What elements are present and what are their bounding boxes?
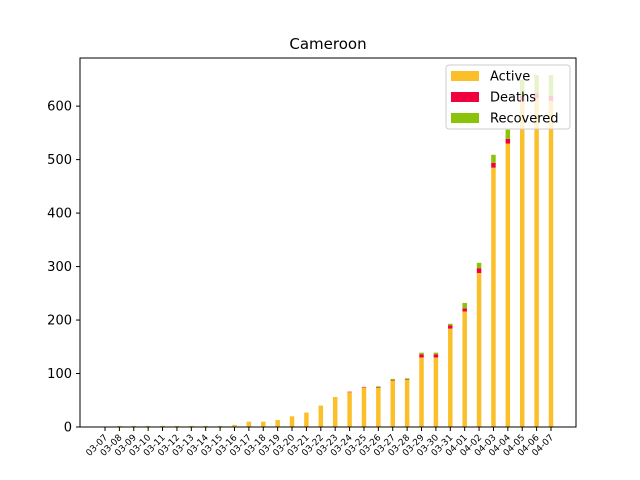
- y-axis: 0 100 200 300 400 500 600: [47, 100, 80, 436]
- y-tick-label-200: 200: [47, 314, 72, 329]
- bar-deaths-04-04: [505, 138, 511, 144]
- bar-deaths-04-02: [476, 268, 482, 273]
- bar-active-03-22: [318, 405, 324, 427]
- bar-active-03-16: [232, 424, 237, 427]
- bar-active-03-30: [433, 357, 439, 427]
- bar-active-04-02: [476, 272, 482, 427]
- bar-active-03-26: [376, 387, 381, 427]
- bar-active-03-11: [160, 425, 165, 427]
- plot-frame: [79, 57, 577, 428]
- legend-label-deaths: Deaths: [490, 91, 536, 106]
- bar-active-03-21: [304, 412, 309, 427]
- bar-active-03-09: [131, 425, 137, 427]
- bar-recovered-03-31: [448, 323, 453, 326]
- bar-active-03-23: [332, 397, 338, 427]
- y-tick-label-100: 100: [47, 367, 72, 382]
- bar-active-04-04: [505, 143, 511, 427]
- bar-recovered-03-28: [404, 378, 410, 380]
- bar-recovered-04-04: [505, 129, 511, 139]
- bar-recovered-04-01: [462, 302, 467, 309]
- bar-deaths-03-25: [361, 386, 367, 388]
- y-tick-label-300: 300: [47, 260, 72, 275]
- bar-deaths-03-30: [433, 354, 439, 358]
- bar-active-03-19: [275, 420, 280, 427]
- bar-active-03-29: [419, 357, 424, 427]
- bar-active-03-31: [448, 328, 453, 427]
- bar-active-03-27: [390, 380, 395, 427]
- legend-label-recovered: Recovered: [490, 112, 559, 127]
- legend-label-active: Active: [490, 70, 530, 85]
- chart-title: Cameroon: [289, 35, 366, 53]
- legend-swatch-active: [451, 71, 479, 81]
- bar-recovered-03-26: [376, 386, 381, 388]
- y-tick-label-600: 600: [47, 100, 72, 115]
- bar-active-04-05: [519, 100, 525, 427]
- bar-active-03-20: [289, 416, 295, 427]
- bar-active-03-14: [203, 425, 208, 427]
- bar-active-04-06: [534, 98, 539, 428]
- legend-swatch-deaths: [451, 92, 479, 102]
- bar-recovered-04-03: [491, 154, 496, 163]
- bar-active-03-12: [174, 425, 180, 427]
- bar-active-04-03: [491, 167, 496, 427]
- bar-deaths-03-29: [419, 354, 424, 358]
- y-tick-label-0: 0: [64, 421, 72, 436]
- bar-recovered-03-30: [433, 352, 439, 355]
- bar-deaths-03-24: [347, 391, 352, 393]
- legend: Active Deaths Recovered: [445, 64, 571, 130]
- bar-recovered-04-02: [476, 262, 482, 269]
- bar-active-03-08: [117, 425, 122, 427]
- bar-active-04-01: [462, 311, 467, 427]
- bar-deaths-03-31: [448, 325, 453, 329]
- bar-active-04-07: [548, 100, 554, 427]
- bar-active-03-18: [261, 421, 266, 427]
- bar-active-03-28: [404, 379, 410, 427]
- bar-deaths-03-28: [404, 379, 410, 380]
- bar-active-03-10: [145, 425, 151, 427]
- y-tick-label-400: 400: [47, 207, 72, 222]
- bar-active-03-15: [217, 425, 223, 427]
- bar-active-03-25: [361, 387, 367, 427]
- bar-recovered-03-29: [419, 352, 424, 355]
- bar-deaths-04-01: [462, 308, 467, 312]
- bar-deaths-03-27: [390, 379, 395, 381]
- bar-active-03-13: [189, 425, 194, 427]
- bar-active-03-17: [246, 421, 252, 427]
- bar-deaths-03-26: [376, 387, 381, 388]
- bar-active-03-24: [347, 392, 352, 427]
- bar-deaths-04-03: [491, 162, 496, 168]
- bar-recovered-03-27: [390, 378, 395, 380]
- y-tick-label-500: 500: [47, 153, 72, 168]
- legend-swatch-recovered: [451, 113, 479, 123]
